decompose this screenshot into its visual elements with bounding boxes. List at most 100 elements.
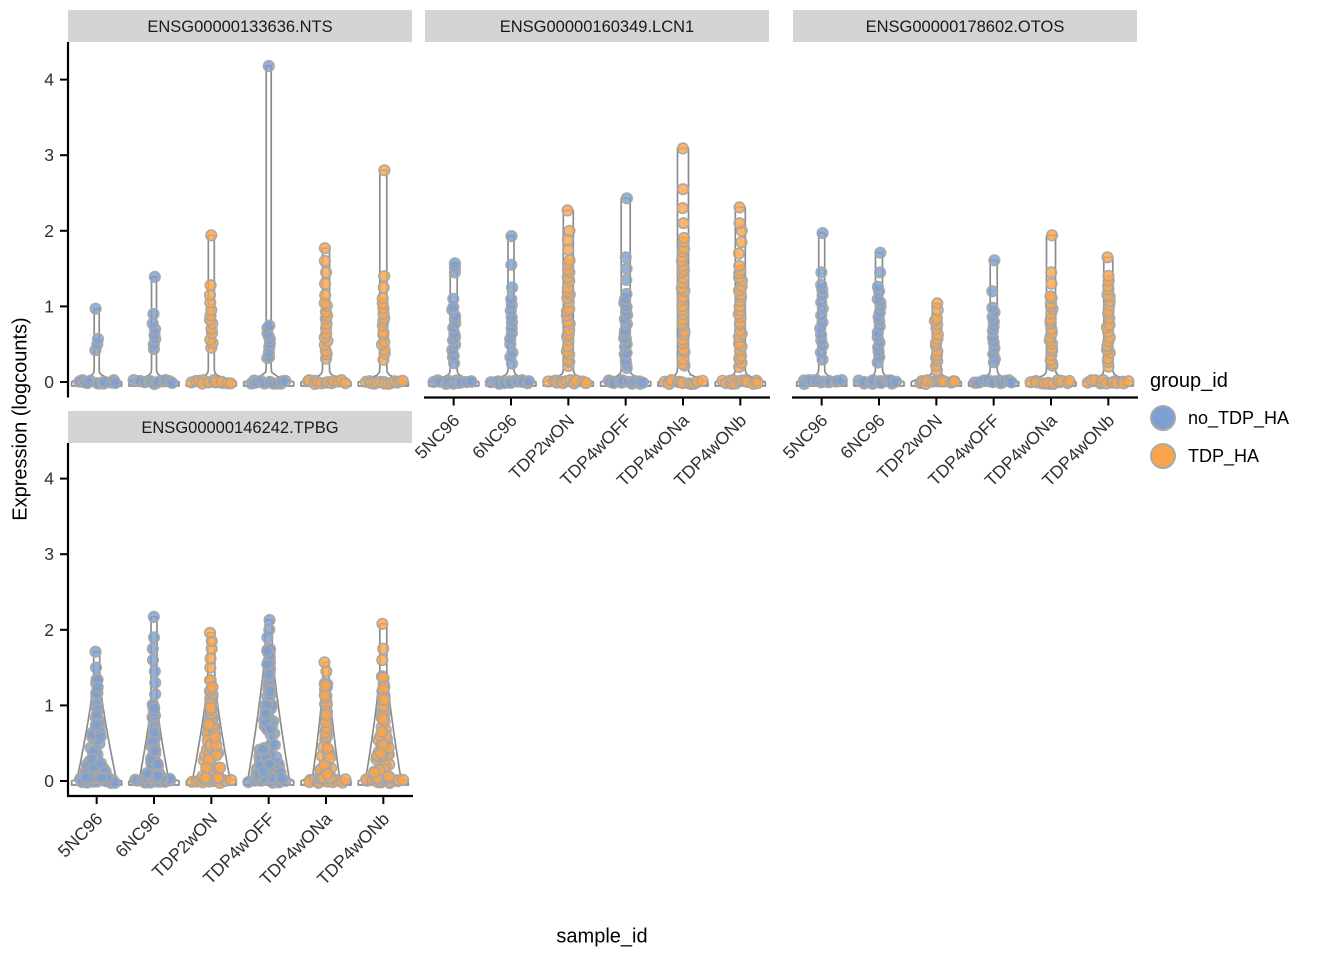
data-point: [988, 254, 1001, 267]
data-point: [377, 642, 390, 655]
data-point: [149, 744, 162, 758]
data-point: [149, 676, 162, 689]
y-tick-label: 2: [44, 620, 54, 640]
data-point: [146, 653, 160, 667]
x-tick-label: 5NC96: [411, 410, 464, 463]
data-point: [1045, 277, 1058, 290]
y-tick-label: 2: [44, 221, 54, 241]
data-point: [986, 285, 999, 298]
data-point: [620, 262, 633, 275]
data-point: [374, 747, 387, 760]
data-point: [1045, 229, 1059, 242]
data-point: [376, 292, 389, 305]
data-point: [319, 277, 332, 290]
data-point: [563, 254, 576, 267]
data-point: [200, 761, 213, 775]
data-point: [202, 718, 215, 731]
data-point: [148, 270, 161, 284]
data-point: [319, 679, 332, 692]
data-point: [203, 626, 217, 639]
data-point: [166, 376, 179, 390]
data-point: [871, 280, 885, 293]
data-point: [205, 229, 218, 242]
x-tick-label: 6NC96: [468, 410, 521, 463]
data-point: [619, 251, 632, 264]
x-tick-label: 6NC96: [836, 410, 889, 463]
data-point: [259, 707, 272, 720]
data-point: [204, 652, 217, 665]
y-tick-label: 4: [44, 70, 54, 90]
data-point: [149, 687, 162, 701]
data-point: [204, 279, 217, 292]
legend-label-tdp-ha: TDP_HA: [1188, 445, 1260, 466]
x-tick-label: 6NC96: [111, 809, 164, 862]
data-point: [835, 374, 848, 387]
data-point: [677, 217, 690, 230]
data-point: [931, 297, 944, 310]
data-point: [696, 374, 709, 387]
data-point: [376, 712, 390, 725]
data-point: [948, 375, 961, 388]
x-tick-label: 5NC96: [779, 410, 832, 463]
data-point: [376, 617, 389, 630]
data-point: [376, 653, 389, 667]
data-point: [732, 247, 746, 260]
data-point: [89, 302, 102, 315]
data-point: [225, 773, 238, 787]
data-point: [676, 142, 690, 155]
data-point: [339, 377, 352, 390]
data-point: [1101, 251, 1114, 264]
data-point: [873, 266, 887, 279]
data-point: [447, 292, 460, 305]
data-point: [735, 236, 748, 249]
data-point: [204, 701, 217, 714]
data-point: [1005, 376, 1018, 389]
data-point: [264, 685, 277, 698]
data-point: [148, 702, 161, 715]
data-point: [321, 742, 334, 755]
data-point: [378, 164, 391, 177]
data-point: [562, 243, 575, 256]
data-point: [262, 59, 275, 73]
data-point: [151, 758, 164, 771]
data-point: [199, 771, 212, 785]
data-point: [1122, 375, 1135, 388]
y-tick-label: 0: [44, 372, 54, 392]
data-point: [224, 377, 237, 390]
data-point: [815, 278, 828, 292]
facet-strip-title: ENSG00000133636.NTS: [147, 18, 332, 36]
data-point: [318, 242, 332, 255]
data-point: [874, 246, 887, 259]
data-point: [522, 375, 536, 388]
data-point: [620, 273, 633, 287]
data-point: [677, 231, 691, 245]
facet-strip: [425, 10, 769, 42]
data-point: [986, 301, 999, 314]
facet-strip-title: ENSG00000160349.LCN1: [500, 18, 694, 36]
data-point: [505, 230, 518, 243]
legend-title: group_id: [1150, 370, 1228, 392]
y-tick-label: 0: [44, 771, 54, 791]
legend-item-no-tdp-ha: no_TDP_HA: [1150, 405, 1289, 431]
data-point: [95, 771, 108, 785]
data-point: [579, 376, 593, 390]
data-point: [318, 254, 332, 268]
data-point: [377, 281, 390, 294]
data-point: [448, 257, 462, 270]
data-point: [203, 289, 217, 302]
data-point: [94, 730, 107, 743]
data-point: [214, 761, 227, 774]
y-tick-label: 4: [44, 469, 54, 489]
data-point: [263, 613, 276, 627]
data-point: [208, 731, 222, 744]
data-point: [257, 743, 270, 756]
data-point: [320, 708, 333, 722]
facet-strip: [793, 10, 1137, 42]
data-point: [620, 287, 633, 301]
data-point: [396, 374, 409, 387]
data-point: [147, 307, 160, 321]
data-point: [321, 767, 334, 781]
data-point: [275, 771, 288, 785]
legend-label-no-tdp-ha: no_TDP_HA: [1188, 407, 1290, 428]
